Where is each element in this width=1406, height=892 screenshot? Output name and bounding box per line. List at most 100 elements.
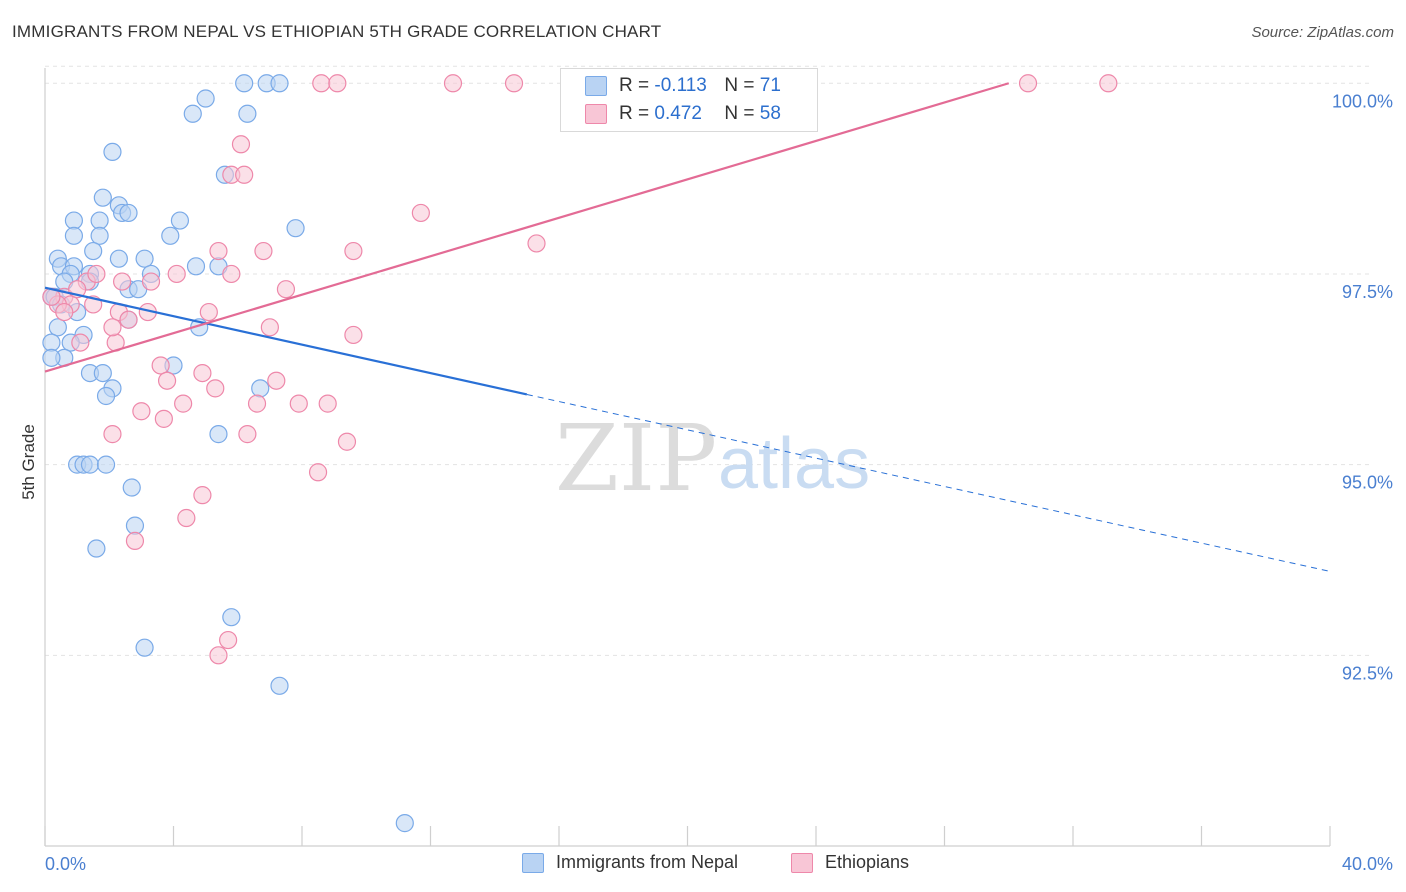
nepal-point [135, 638, 154, 657]
ethiopians-point [119, 310, 138, 329]
legend-r-value: 0.472 [654, 103, 702, 124]
ethiopians-point [1018, 74, 1038, 93]
nepal-point [84, 241, 103, 261]
ethiopians-point [193, 486, 212, 505]
legend-row-nepal: R = -0.113 N = 71 [585, 73, 781, 99]
source-label: Source: ZipAtlas.com [1251, 24, 1394, 41]
legend-swatch-ethiopians [585, 104, 607, 124]
ethiopians-point [235, 165, 254, 184]
nepal-point [64, 226, 84, 245]
nepal-point [48, 318, 67, 337]
y-tick-label: 95.0% [1342, 473, 1393, 493]
ethiopians-point [193, 363, 212, 383]
ethiopians-point [71, 333, 90, 352]
ethiopians-point [112, 272, 132, 291]
nepal-point [80, 455, 100, 474]
ethiopians-point [344, 241, 363, 261]
ethiopians-point [222, 264, 241, 284]
ethiopians-point [87, 264, 106, 284]
ethiopians-point [254, 241, 273, 261]
nepal-point [93, 188, 112, 207]
chart-title: IMMIGRANTS FROM NEPAL VS ETHIOPIAN 5TH G… [12, 22, 662, 41]
bottom-legend-swatch-nepal [522, 852, 544, 873]
ethiopians-point [443, 74, 463, 93]
legend-n-label: N = [724, 103, 755, 124]
legend-row-ethiopians: R = 0.472 N = 58 [585, 101, 781, 127]
nepal-point [109, 249, 128, 268]
nepal-point [122, 478, 141, 497]
ethiopians-point [174, 394, 193, 413]
ethiopians-point [154, 409, 173, 428]
ethiopians-point [267, 371, 286, 390]
nepal-trend-extension [526, 393, 1331, 572]
y-tick-label: 97.5% [1342, 282, 1393, 302]
ethiopians-point [312, 74, 331, 93]
ethiopians-point [344, 325, 363, 345]
nepal-point [87, 539, 106, 558]
legend-r-label: R = [619, 103, 650, 124]
legend-swatch-nepal [585, 76, 607, 96]
bottom-legend-nepal: Immigrants from Nepal [522, 852, 738, 873]
nepal-point [90, 211, 109, 230]
ethiopians-point [328, 74, 347, 93]
correlation-legend: R = -0.113 N = 71 R = 0.472 N = 58 [560, 68, 818, 132]
ethiopians-point [231, 135, 251, 154]
nepal-point [96, 386, 116, 406]
nepal-point [238, 104, 257, 123]
legend-r-label: R = [619, 75, 650, 96]
nepal-point [119, 203, 138, 223]
x-tick-label-left: 0.0% [45, 854, 86, 874]
bottom-legend-label-nepal: Immigrants from Nepal [556, 852, 739, 872]
ethiopians-point [206, 379, 225, 398]
nepal-point [161, 226, 180, 245]
legend-n-label: N = [724, 75, 755, 96]
ethiopians-point [289, 394, 308, 413]
ethiopians-point [219, 630, 238, 650]
nepal-point [222, 608, 241, 627]
ethiopians-point [504, 74, 524, 93]
ethiopians-point [318, 394, 337, 413]
nepal-point [183, 104, 202, 123]
ethiopians-point [1099, 74, 1118, 93]
nepal-point [96, 455, 116, 474]
ethiopians-point [527, 234, 546, 253]
watermark-zip: ZIP [555, 405, 717, 512]
bottom-legend-swatch-ethiopians [791, 852, 813, 873]
ethiopians-point [157, 371, 177, 390]
y-axis-label: 5th Grade [19, 424, 38, 500]
nepal-point [270, 676, 289, 695]
nepal-trend-line [44, 286, 528, 396]
nepal-point [286, 219, 305, 238]
nepal-point [395, 814, 414, 833]
ethiopians-point [247, 394, 267, 413]
bottom-legend-ethiopians: Ethiopians [791, 852, 909, 873]
ethiopians-point [260, 318, 279, 337]
watermark-atlas: atlas [718, 424, 870, 504]
nepal-point [251, 379, 270, 398]
ethiopians-point [337, 432, 357, 451]
legend-n-value: 71 [759, 75, 781, 96]
ethiopians-point [209, 241, 228, 261]
ethiopians-point [103, 318, 122, 337]
ethiopians-point [167, 264, 186, 284]
nepal-point [42, 348, 61, 367]
ethiopians-trend-line [44, 82, 1010, 373]
nepal-point [270, 74, 289, 93]
nepal-point [64, 211, 84, 230]
ethiopians-point [55, 302, 74, 322]
bottom-legend-label-ethiopians: Ethiopians [825, 852, 910, 872]
ethiopians-point [132, 402, 151, 421]
nepal-point [135, 249, 154, 268]
nepal-point [42, 333, 61, 352]
y-tick-label: 100.0% [1332, 91, 1393, 111]
legend-r-value: -0.113 [654, 75, 707, 96]
nepal-point [125, 516, 145, 535]
ethiopians-point [125, 531, 145, 551]
legend-n-value: 58 [759, 103, 781, 124]
ethiopians-point [238, 425, 257, 444]
nepal-point [170, 211, 190, 230]
ethiopians-point [103, 425, 122, 444]
y-tick-label: 92.5% [1342, 663, 1393, 683]
ethiopians-point [411, 203, 430, 223]
